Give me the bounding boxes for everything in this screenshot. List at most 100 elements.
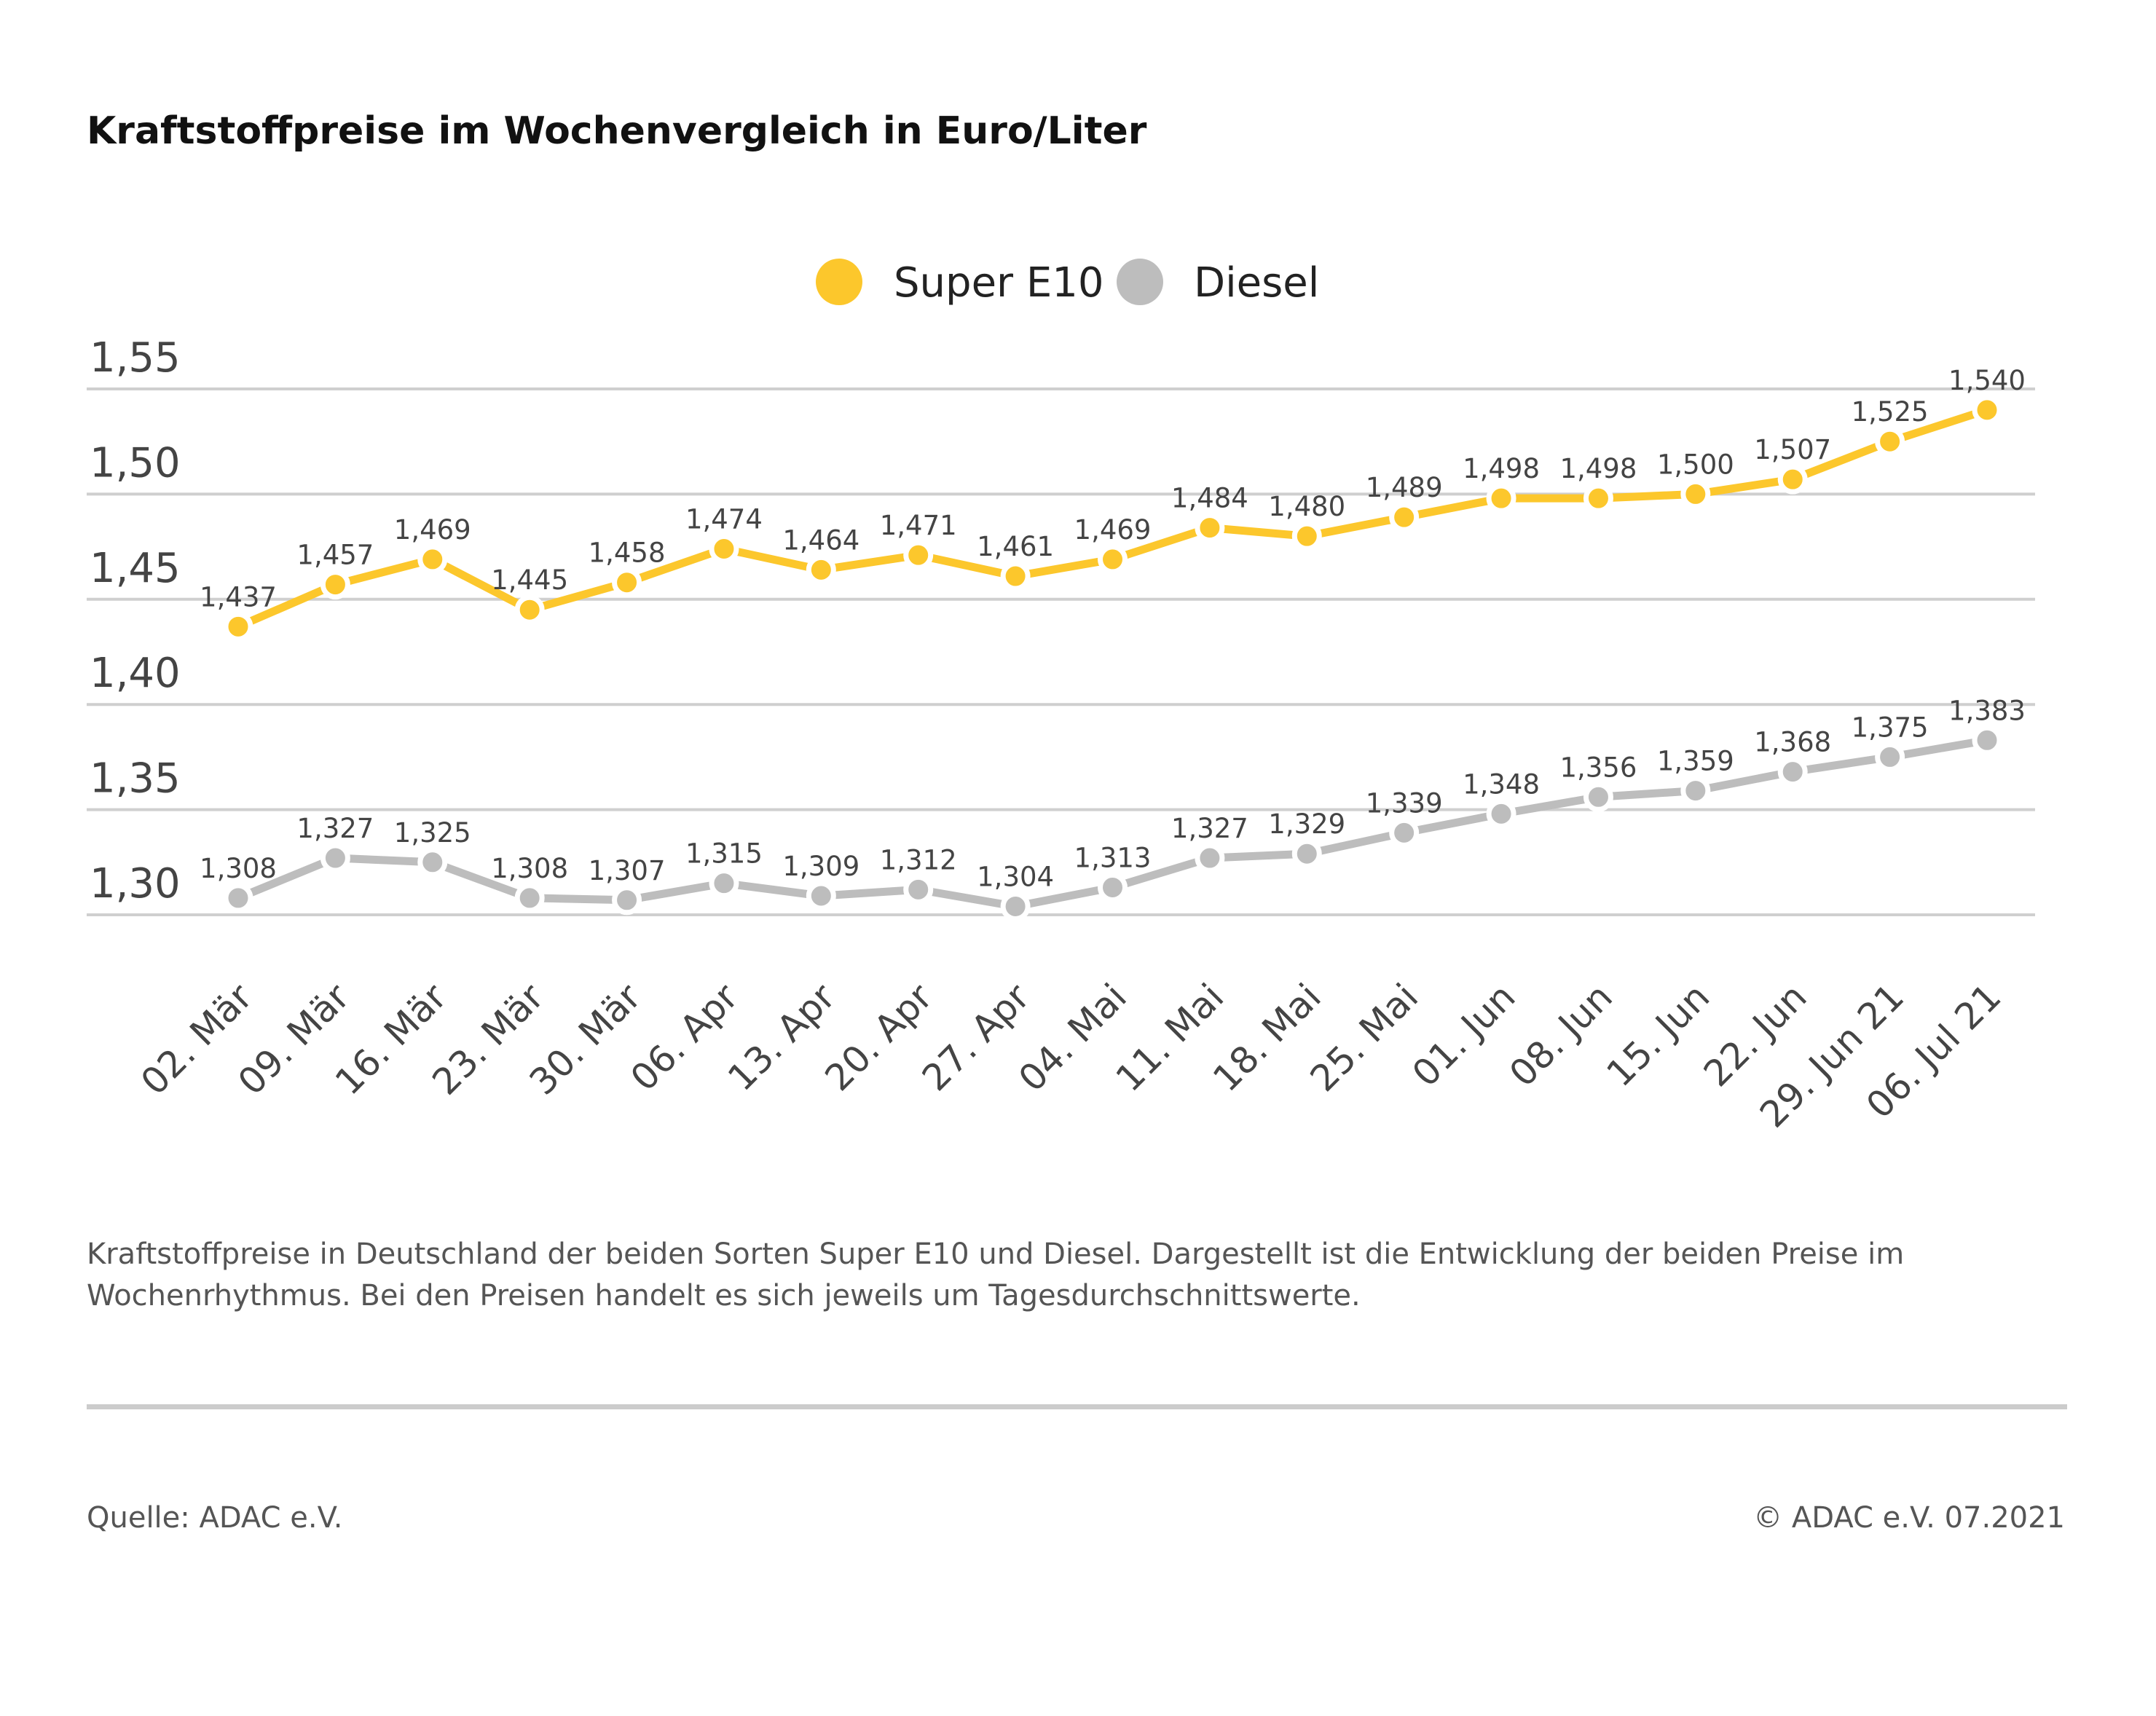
x-tick-label: 13. Apr [720,975,843,1099]
data-label: 1,469 [394,514,471,546]
data-point [1098,872,1128,902]
data-point [903,874,934,905]
y-tick-label: 1,40 [90,650,181,697]
data-label: 1,307 [589,855,666,886]
data-label: 1,312 [880,844,957,875]
series-group: 1,437 1,457 1,469 1,445 1,458 1,474 1,464 1,471… [200,365,2026,921]
data-label: 1,308 [200,853,277,884]
x-tick-label: 08. Jun [1501,975,1621,1095]
data-point [417,544,448,575]
data-point [1583,782,1613,812]
data-label: 1,315 [685,838,763,870]
legend-marker [816,259,862,305]
y-axis: 1,30 1,35 1,40 1,45 1,50 1,55 [90,334,181,908]
data-point [1195,513,1225,543]
data-label: 1,304 [977,861,1054,892]
data-point [223,883,253,913]
gridlines [87,387,2035,916]
data-label: 1,325 [394,817,471,849]
data-point [1291,521,1322,551]
x-tick-label: 11. Mai [1108,975,1232,1099]
x-tick-label: 06. Apr [623,975,747,1099]
data-point [1291,838,1322,869]
data-label: 1,507 [1754,434,1831,465]
description-line-1: Kraftstoffpreise in Deutschland der beid… [87,1237,1904,1271]
data-point [1875,426,1905,457]
data-point [1389,502,1420,532]
x-tick-label: 20. Apr [817,975,941,1099]
data-point [1777,757,1808,787]
y-tick-label: 1,35 [90,755,181,803]
series-super-e10: 1,437 1,457 1,469 1,445 1,458 1,474 1,464 1,471… [200,365,2026,642]
data-point [1098,544,1128,575]
data-label: 1,356 [1559,752,1637,783]
data-label: 1,525 [1852,396,1929,428]
data-label: 1,469 [1074,514,1152,546]
data-label: 1,383 [1948,695,2026,726]
legend-marker [1117,259,1163,305]
data-point [223,611,253,642]
y-tick-label: 1,55 [90,334,181,382]
data-label: 1,540 [1948,365,2026,396]
legend-label: Super E10 [894,259,1104,307]
data-point [1389,817,1420,848]
data-label: 1,437 [200,581,277,613]
data-label: 1,500 [1657,449,1734,480]
data-label: 1,458 [589,538,666,569]
chart-title: Kraftstoffpreise im Wochenvergleich in E… [87,109,1147,153]
data-label: 1,489 [1366,472,1443,503]
x-tick-label: 27. Apr [914,975,1038,1099]
data-label: 1,359 [1657,746,1734,777]
data-label: 1,375 [1852,712,1929,743]
data-label: 1,464 [782,524,859,556]
data-label: 1,327 [296,813,374,844]
data-label: 1,329 [1268,808,1345,840]
data-point [1000,561,1031,591]
data-point [1680,776,1711,806]
x-tick-label: 04. Mai [1011,975,1135,1099]
data-point [320,843,350,873]
data-point [514,594,545,625]
data-point [612,885,642,916]
y-tick-label: 1,50 [90,439,181,487]
data-point [709,868,739,899]
series-diesel: 1,308 1,327 1,325 1,308 1,307 1,315 1,309 1,312… [200,695,2026,921]
data-point [417,847,448,878]
copyright-text: © ADAC e.V. 07.2021 [1753,1501,2065,1535]
data-point [1583,483,1613,513]
data-label: 1,309 [782,851,859,882]
data-label: 1,339 [1366,787,1443,819]
x-tick-label: 01. Jun [1404,975,1524,1095]
data-point [320,570,350,600]
data-label: 1,308 [491,853,568,884]
data-point [1875,741,1905,772]
data-label: 1,445 [491,564,568,596]
data-label: 1,327 [1171,813,1248,844]
data-point [1680,479,1711,509]
data-label: 1,474 [685,503,763,535]
data-label: 1,471 [880,510,957,541]
data-point [806,554,836,585]
x-tick-label: 25. Mai [1302,975,1426,1099]
data-label: 1,461 [977,531,1054,562]
data-point [514,883,545,913]
divider [87,1404,2067,1409]
x-tick-label: 15. Jun [1599,975,1718,1095]
data-point [612,567,642,598]
data-point [806,881,836,911]
source-text: Quelle: ADAC e.V. [87,1501,342,1535]
y-tick-label: 1,30 [90,860,181,908]
data-label: 1,498 [1463,453,1540,484]
y-tick-label: 1,45 [90,545,181,592]
data-point [1486,798,1516,829]
data-point [903,540,934,570]
data-label: 1,368 [1754,727,1831,758]
data-label: 1,484 [1171,483,1248,514]
data-label: 1,457 [296,540,374,571]
legend-label: Diesel [1194,259,1319,307]
data-point [1486,483,1516,513]
data-label: 1,498 [1559,453,1637,484]
legend: Super E10 Diesel [816,259,1319,307]
